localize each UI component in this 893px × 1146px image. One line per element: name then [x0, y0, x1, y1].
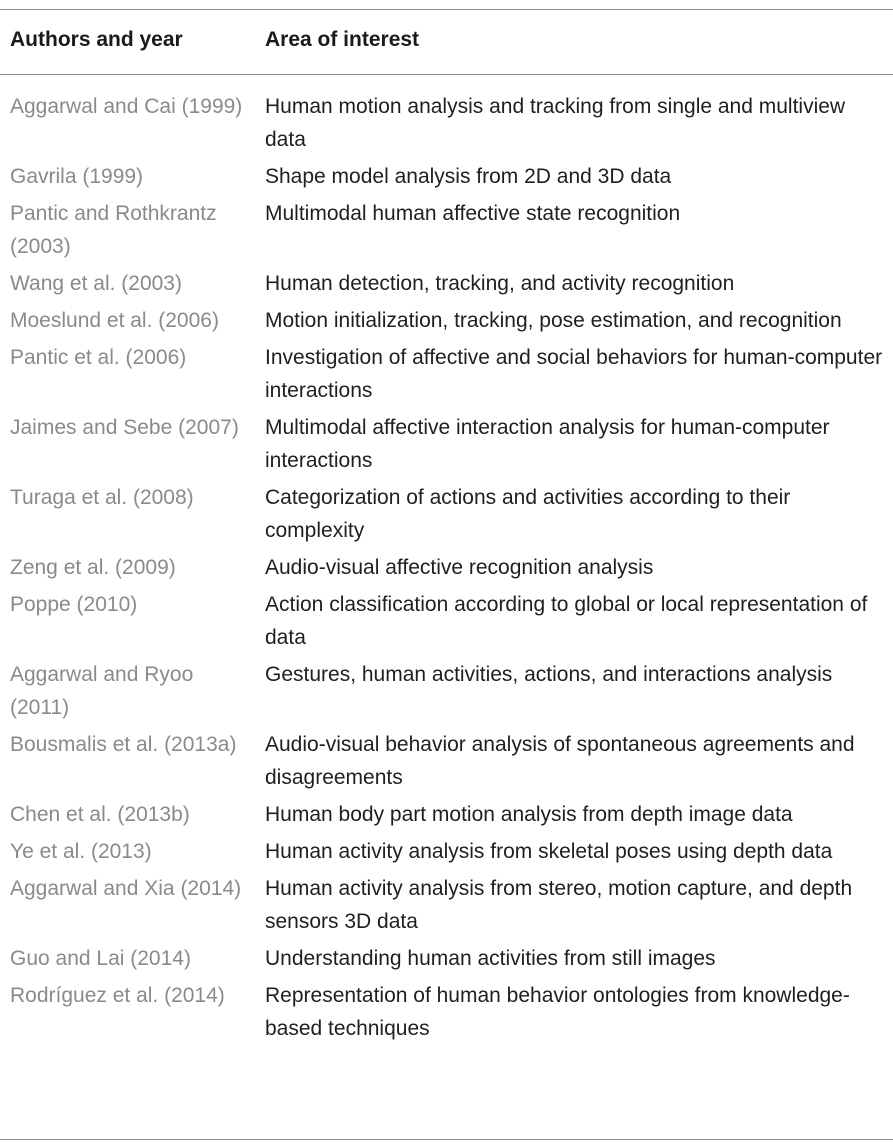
row-author: Gavrila (1999) — [10, 165, 144, 188]
table-row: Poppe (2010) Action classification accor… — [0, 588, 893, 658]
table-row: Chen et al. (2013b) Human body part moti… — [0, 798, 893, 835]
row-area: Shape model analysis from 2D and 3D data — [265, 165, 672, 188]
row-area: Audio-visual affective recognition analy… — [265, 556, 654, 579]
table-row: Aggarwal and Xia (2014) Human activity a… — [0, 872, 893, 942]
table-row: Jaimes and Sebe (2007) Multimodal affect… — [0, 411, 893, 481]
table-header-row: Authors and year Area of interest — [0, 22, 893, 58]
table-row: Moeslund et al. (2006) Motion initializa… — [0, 304, 893, 341]
row-author: Rodríguez et al. (2014) — [10, 984, 225, 1007]
table-row: Guo and Lai (2014) Understanding human a… — [0, 942, 893, 979]
table-bottom-rule — [0, 1139, 893, 1140]
row-area: Gestures, human activities, actions, and… — [265, 663, 833, 686]
row-author: Pantic and Rothkrantz (2003) — [10, 202, 217, 258]
table-row: Turaga et al. (2008) Categorization of a… — [0, 481, 893, 551]
row-area: Human detection, tracking, and activity … — [265, 272, 735, 295]
table-body: Aggarwal and Cai (1999) Human motion ana… — [0, 90, 893, 1049]
row-author: Chen et al. (2013b) — [10, 803, 190, 826]
row-author: Bousmalis et al. (2013a) — [10, 733, 237, 756]
row-area: Action classification according to globa… — [265, 593, 868, 649]
table-header-rule — [0, 74, 893, 75]
row-area: Investigation of affective and social be… — [265, 346, 883, 402]
row-area: Representation of human behavior ontolog… — [265, 984, 850, 1040]
row-area: Human body part motion analysis from dep… — [265, 803, 793, 826]
header-authors: Authors and year — [10, 28, 183, 51]
row-author: Zeng et al. (2009) — [10, 556, 176, 579]
table-row: Gavrila (1999) Shape model analysis from… — [0, 160, 893, 197]
row-author: Turaga et al. (2008) — [10, 486, 194, 509]
table-row: Ye et al. (2013) Human activity analysis… — [0, 835, 893, 872]
row-author: Moeslund et al. (2006) — [10, 309, 219, 332]
row-author: Poppe (2010) — [10, 593, 138, 616]
row-author: Aggarwal and Xia (2014) — [10, 877, 242, 900]
row-area: Multimodal human affective state recogni… — [265, 202, 681, 225]
header-area: Area of interest — [265, 28, 420, 51]
row-area: Human motion analysis and tracking from … — [265, 95, 846, 151]
row-area: Audio-visual behavior analysis of sponta… — [265, 733, 855, 789]
row-author: Aggarwal and Ryoo (2011) — [10, 663, 194, 719]
table-row: Rodríguez et al. (2014) Representation o… — [0, 979, 893, 1049]
row-area: Human activity analysis from skeletal po… — [265, 840, 833, 863]
row-area: Motion initialization, tracking, pose es… — [265, 309, 842, 332]
row-area: Categorization of actions and activities… — [265, 486, 791, 542]
row-author: Ye et al. (2013) — [10, 840, 152, 863]
row-author: Aggarwal and Cai (1999) — [10, 95, 243, 118]
table-row: Zeng et al. (2009) Audio-visual affectiv… — [0, 551, 893, 588]
table-row: Pantic et al. (2006) Investigation of af… — [0, 341, 893, 411]
row-author: Guo and Lai (2014) — [10, 947, 191, 970]
row-author: Jaimes and Sebe (2007) — [10, 416, 239, 439]
table-row: Bousmalis et al. (2013a) Audio-visual be… — [0, 728, 893, 798]
table-row: Aggarwal and Ryoo (2011) Gestures, human… — [0, 658, 893, 728]
table-row: Aggarwal and Cai (1999) Human motion ana… — [0, 90, 893, 160]
row-area: Multimodal affective interaction analysi… — [265, 416, 830, 472]
table-top-rule — [0, 9, 893, 10]
table-row: Wang et al. (2003) Human detection, trac… — [0, 267, 893, 304]
table-row: Pantic and Rothkrantz (2003) Multimodal … — [0, 197, 893, 267]
row-area: Human activity analysis from stereo, mot… — [265, 877, 853, 933]
row-author: Wang et al. (2003) — [10, 272, 182, 295]
row-area: Understanding human activities from stil… — [265, 947, 716, 970]
row-author: Pantic et al. (2006) — [10, 346, 187, 369]
